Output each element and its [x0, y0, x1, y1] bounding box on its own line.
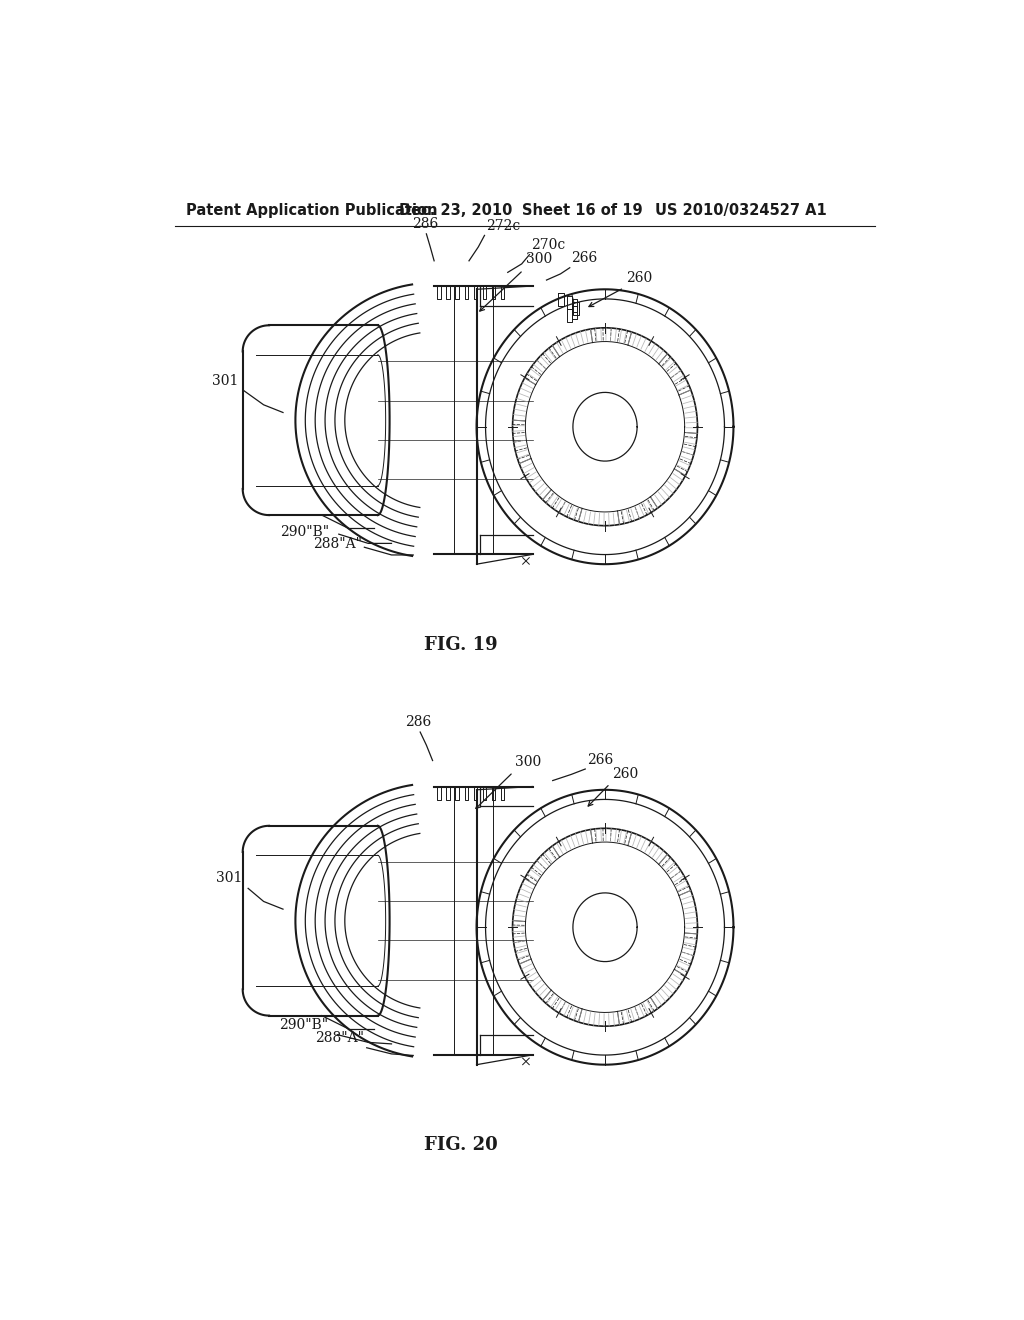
Polygon shape	[571, 306, 577, 318]
Text: Sheet 16 of 19: Sheet 16 of 19	[521, 203, 642, 218]
Text: 266: 266	[571, 251, 598, 265]
Text: US 2010/0324527 A1: US 2010/0324527 A1	[655, 203, 826, 218]
Text: Patent Application Publication: Patent Application Publication	[186, 203, 437, 218]
Text: 301: 301	[216, 871, 243, 886]
Text: 288"A": 288"A"	[313, 537, 362, 552]
Text: 270c: 270c	[531, 239, 565, 252]
Text: FIG. 20: FIG. 20	[424, 1137, 498, 1154]
Polygon shape	[573, 302, 579, 315]
Text: 290"B": 290"B"	[281, 525, 330, 539]
Text: 260: 260	[627, 271, 652, 285]
Polygon shape	[566, 296, 572, 309]
Text: 286: 286	[406, 715, 432, 729]
Text: 266: 266	[587, 752, 613, 767]
Polygon shape	[571, 300, 577, 313]
Text: 288"A": 288"A"	[315, 1031, 365, 1045]
Text: 272c: 272c	[486, 219, 520, 234]
Polygon shape	[566, 309, 572, 322]
Text: 301: 301	[212, 374, 239, 388]
Text: 286: 286	[412, 216, 438, 231]
Text: FIG. 19: FIG. 19	[424, 636, 498, 653]
Text: Dec. 23, 2010: Dec. 23, 2010	[399, 203, 513, 218]
Text: 300: 300	[525, 252, 552, 267]
Text: 290"B": 290"B"	[279, 1018, 328, 1032]
Polygon shape	[558, 293, 563, 306]
Text: 300: 300	[515, 755, 541, 770]
Text: 260: 260	[612, 767, 639, 781]
